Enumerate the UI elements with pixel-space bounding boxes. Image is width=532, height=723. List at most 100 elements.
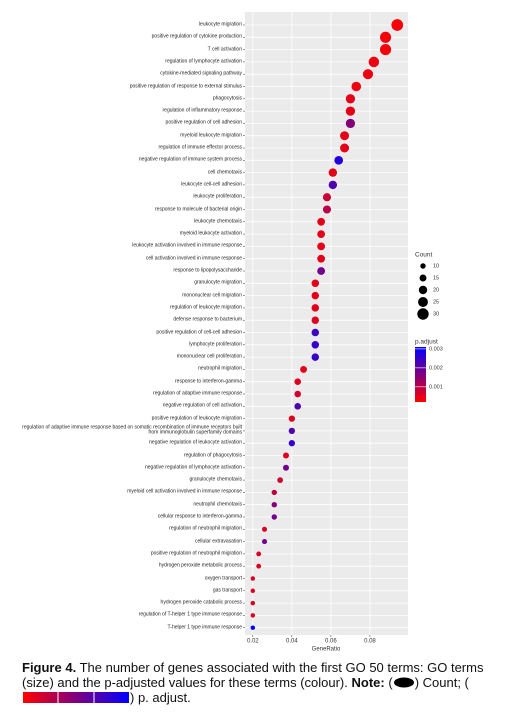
legend-label: 20: [433, 287, 439, 293]
y-tick-label: T cell activation: [207, 45, 242, 52]
dot: [311, 279, 320, 288]
y-tick-label: regulation of phagocytosis: [183, 451, 242, 458]
dot: [362, 69, 374, 80]
y-tick-label: lymphocyte proliferation: [189, 341, 242, 348]
dot: [250, 588, 256, 594]
dot: [282, 464, 289, 471]
y-tick-label: leukocyte activation involved in immune …: [132, 242, 242, 249]
dot: [277, 477, 283, 483]
dot: [380, 44, 392, 56]
dot: [345, 118, 356, 129]
legend-label: 10: [433, 263, 439, 269]
colorbar: [415, 347, 426, 402]
x-tick-label: 0.08: [364, 639, 376, 645]
dot: [317, 267, 326, 275]
y-tick-label: regulation of inflammatory response: [162, 107, 243, 114]
dot: [250, 613, 256, 618]
y-tick-label: regulation of adaptive immune response b…: [22, 424, 242, 436]
legend-dot: [419, 274, 427, 282]
colorbar-label: 0.003: [429, 346, 443, 352]
dot: [271, 514, 277, 520]
dot: [311, 316, 320, 324]
y-tick-label: cell activation involved in immune respo…: [145, 254, 242, 261]
y-tick-label: granulocyte chemotaxis: [189, 476, 242, 483]
dot: [317, 217, 326, 226]
caption-label: Figure 4.: [22, 660, 77, 675]
y-tick-label: leukocyte cell-cell adhesion: [181, 181, 242, 188]
dot: [261, 526, 268, 532]
y-tick-label: granulocyte migration: [194, 279, 242, 286]
dot: [334, 155, 344, 165]
y-tick-label: positive regulation of cell adhesion: [165, 119, 242, 126]
y-tick-label: phagocytosis: [212, 95, 242, 102]
dot: [256, 563, 262, 569]
legend-label: 15: [433, 275, 439, 281]
x-tick-label: 0.02: [247, 639, 259, 645]
dot: [282, 452, 289, 459]
y-tick-label: response to lipopolysaccharide: [173, 267, 242, 274]
dot: [261, 539, 268, 545]
dot: [250, 576, 256, 581]
dot: [340, 143, 350, 153]
y-tick-label: regulation of adaptive immune response: [153, 390, 242, 397]
y-tick-label: negative regulation of immune system pro…: [138, 156, 242, 163]
dot: [250, 600, 256, 606]
dot: [317, 254, 326, 263]
dot: [250, 625, 256, 630]
y-tick-label: positive regulation of leukocyte migrati…: [151, 414, 242, 421]
dot: [345, 94, 356, 104]
y-tick-label: mononuclear cell proliferation: [176, 353, 242, 360]
legend-title: Count: [415, 252, 433, 259]
x-axis-label: GeneRatio: [312, 647, 341, 653]
y-tick-label: positive regulation of neutrophil migrat…: [150, 550, 242, 557]
y-tick-label: hydrogen peroxide catabolic process: [160, 599, 242, 606]
plot-panel: [245, 12, 408, 635]
dot: [340, 131, 350, 141]
dot: [271, 502, 277, 508]
y-tick-label: negative regulation of cell activation: [162, 402, 242, 409]
dot: [328, 168, 338, 177]
y-tick-label: response to interferon-gamma: [175, 377, 242, 384]
dot: [368, 56, 380, 68]
colorbar-label: 0.002: [429, 365, 443, 371]
note-part: (: [388, 675, 393, 690]
dot: [322, 205, 332, 214]
dot: [271, 489, 277, 496]
dot: [380, 31, 392, 43]
y-tick-label: myeloid leukocyte activation: [179, 230, 242, 237]
dot: [345, 106, 356, 116]
note-part: ) p. adjust.: [130, 690, 191, 705]
y-tick-label: cytokine-mediated signaling pathway: [160, 70, 242, 77]
y-tick-label: neutrophil migration: [198, 365, 242, 372]
y-tick-label: regulation of immune effector process: [158, 144, 242, 151]
dot: [311, 328, 320, 337]
dot: [288, 427, 296, 435]
y-tick-label: hydrogen peroxide metabolic process: [158, 562, 242, 569]
y-tick-label: positive regulation of cytokine producti…: [151, 33, 242, 40]
y-tick-label: defense response to bacterium: [173, 316, 242, 323]
padjust-icon: [23, 692, 129, 703]
y-tick-label: positive regulation of cell-cell adhesio…: [156, 328, 242, 335]
y-tick-label: leukocyte proliferation: [193, 193, 242, 200]
dot: [351, 81, 362, 92]
dot: [294, 390, 302, 398]
y-tick-label: gas transport: [212, 587, 242, 594]
dot: [322, 193, 332, 202]
dot: [317, 230, 326, 239]
dot: [311, 291, 320, 300]
dot: [256, 551, 262, 557]
y-tick-label: cell chemotaxis: [207, 168, 242, 175]
dot: [311, 353, 320, 361]
dot: [294, 378, 302, 386]
dot: [317, 242, 326, 251]
y-tick-label: oxygen transport: [204, 574, 242, 581]
x-tick-label: 0.04: [286, 639, 298, 645]
y-tick-label: leukocyte migration: [198, 21, 242, 28]
y-tick-label: negative regulation of leukocyte activat…: [149, 439, 242, 446]
dot: [300, 365, 308, 373]
caption-text: The number of genes associated with the …: [22, 660, 484, 690]
y-tick-label: regulation of leukocyte migration: [170, 304, 242, 311]
legend-dot: [420, 263, 426, 269]
